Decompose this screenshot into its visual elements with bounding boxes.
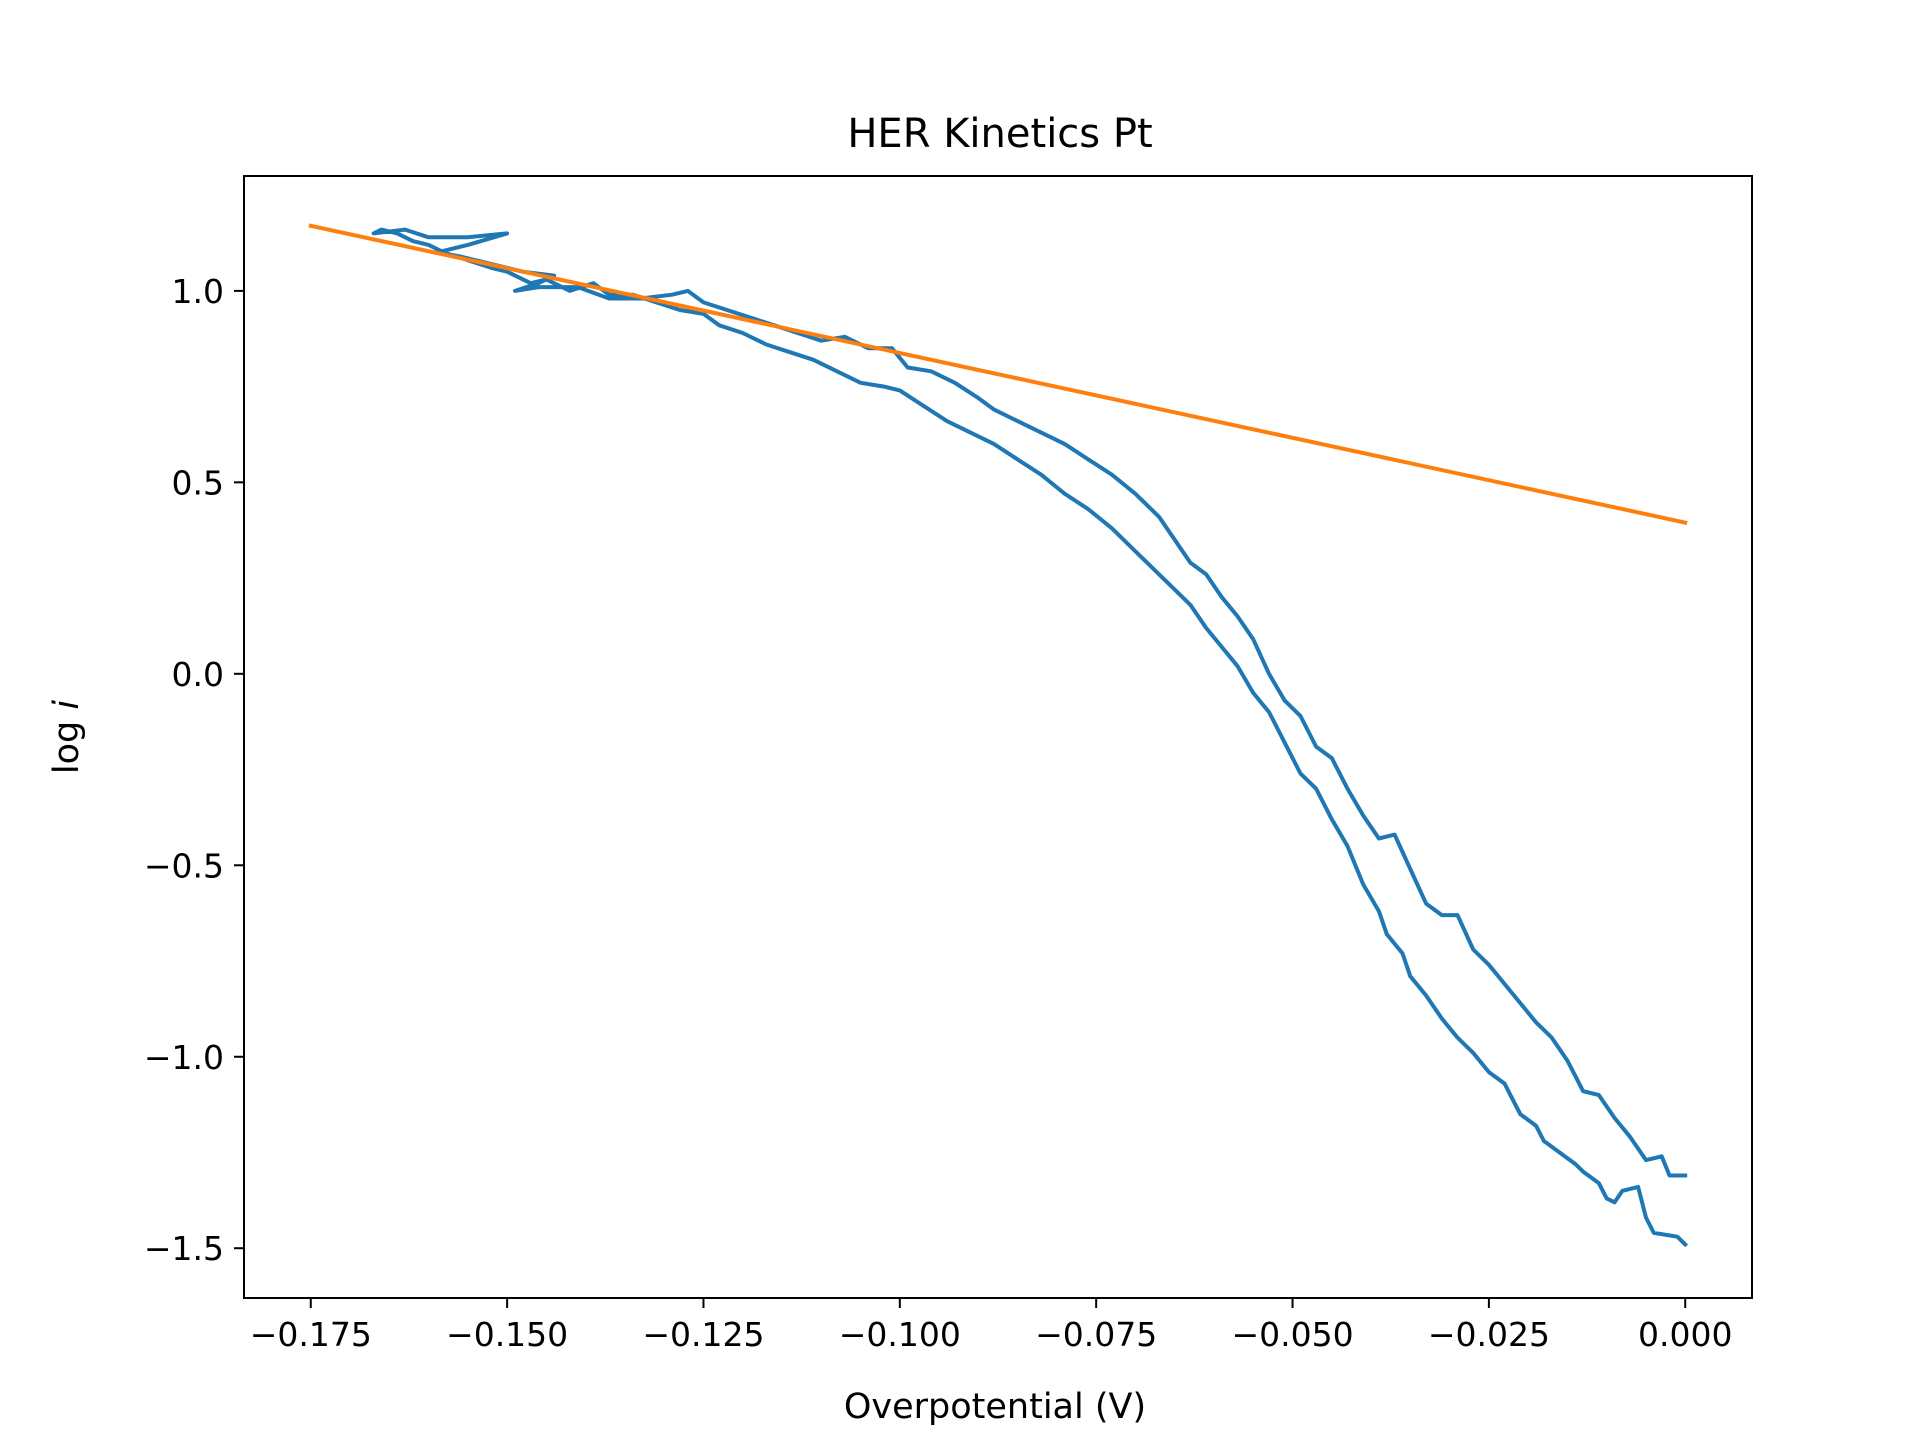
y-tick-label: −1.0: [144, 1038, 224, 1077]
series-layer: [308, 223, 1689, 1248]
y-axis-label-i: i: [47, 700, 87, 710]
y-tick-label: 0.5: [172, 463, 224, 502]
x-tick-label: −0.075: [1035, 1315, 1157, 1354]
x-tick-label: −0.150: [446, 1315, 568, 1354]
x-tick-label: −0.025: [1428, 1315, 1550, 1354]
y-axis-label-log: log: [47, 710, 87, 774]
plot-frame: [243, 175, 1753, 1299]
y-tick-label: −1.5: [144, 1229, 224, 1268]
x-tick-label: −0.125: [642, 1315, 764, 1354]
x-axis-label: Overpotential (V): [844, 1387, 1146, 1427]
y-axis-label: log i: [47, 700, 87, 774]
x-tick-label: −0.175: [250, 1315, 372, 1354]
x-axis: −0.175 −0.150 −0.125 −0.100 −0.075 −0.050 −0.0…: [250, 1298, 1732, 1354]
x-tick-label: −0.050: [1231, 1315, 1353, 1354]
y-tick-label: 0.0: [172, 655, 224, 694]
chart-title: HER Kinetics Pt: [847, 111, 1152, 157]
y-tick-label: −0.5: [144, 846, 224, 885]
x-tick-label: −0.100: [839, 1315, 961, 1354]
y-axis: −1.5 −1.0 −0.5 0.0 0.5 1.0: [144, 272, 244, 1268]
series-line-measured: [371, 227, 1689, 1248]
x-tick-label: 0.000: [1638, 1315, 1732, 1354]
series-line-tafel-fit: [308, 223, 1688, 525]
y-tick-label: 1.0: [172, 272, 224, 311]
